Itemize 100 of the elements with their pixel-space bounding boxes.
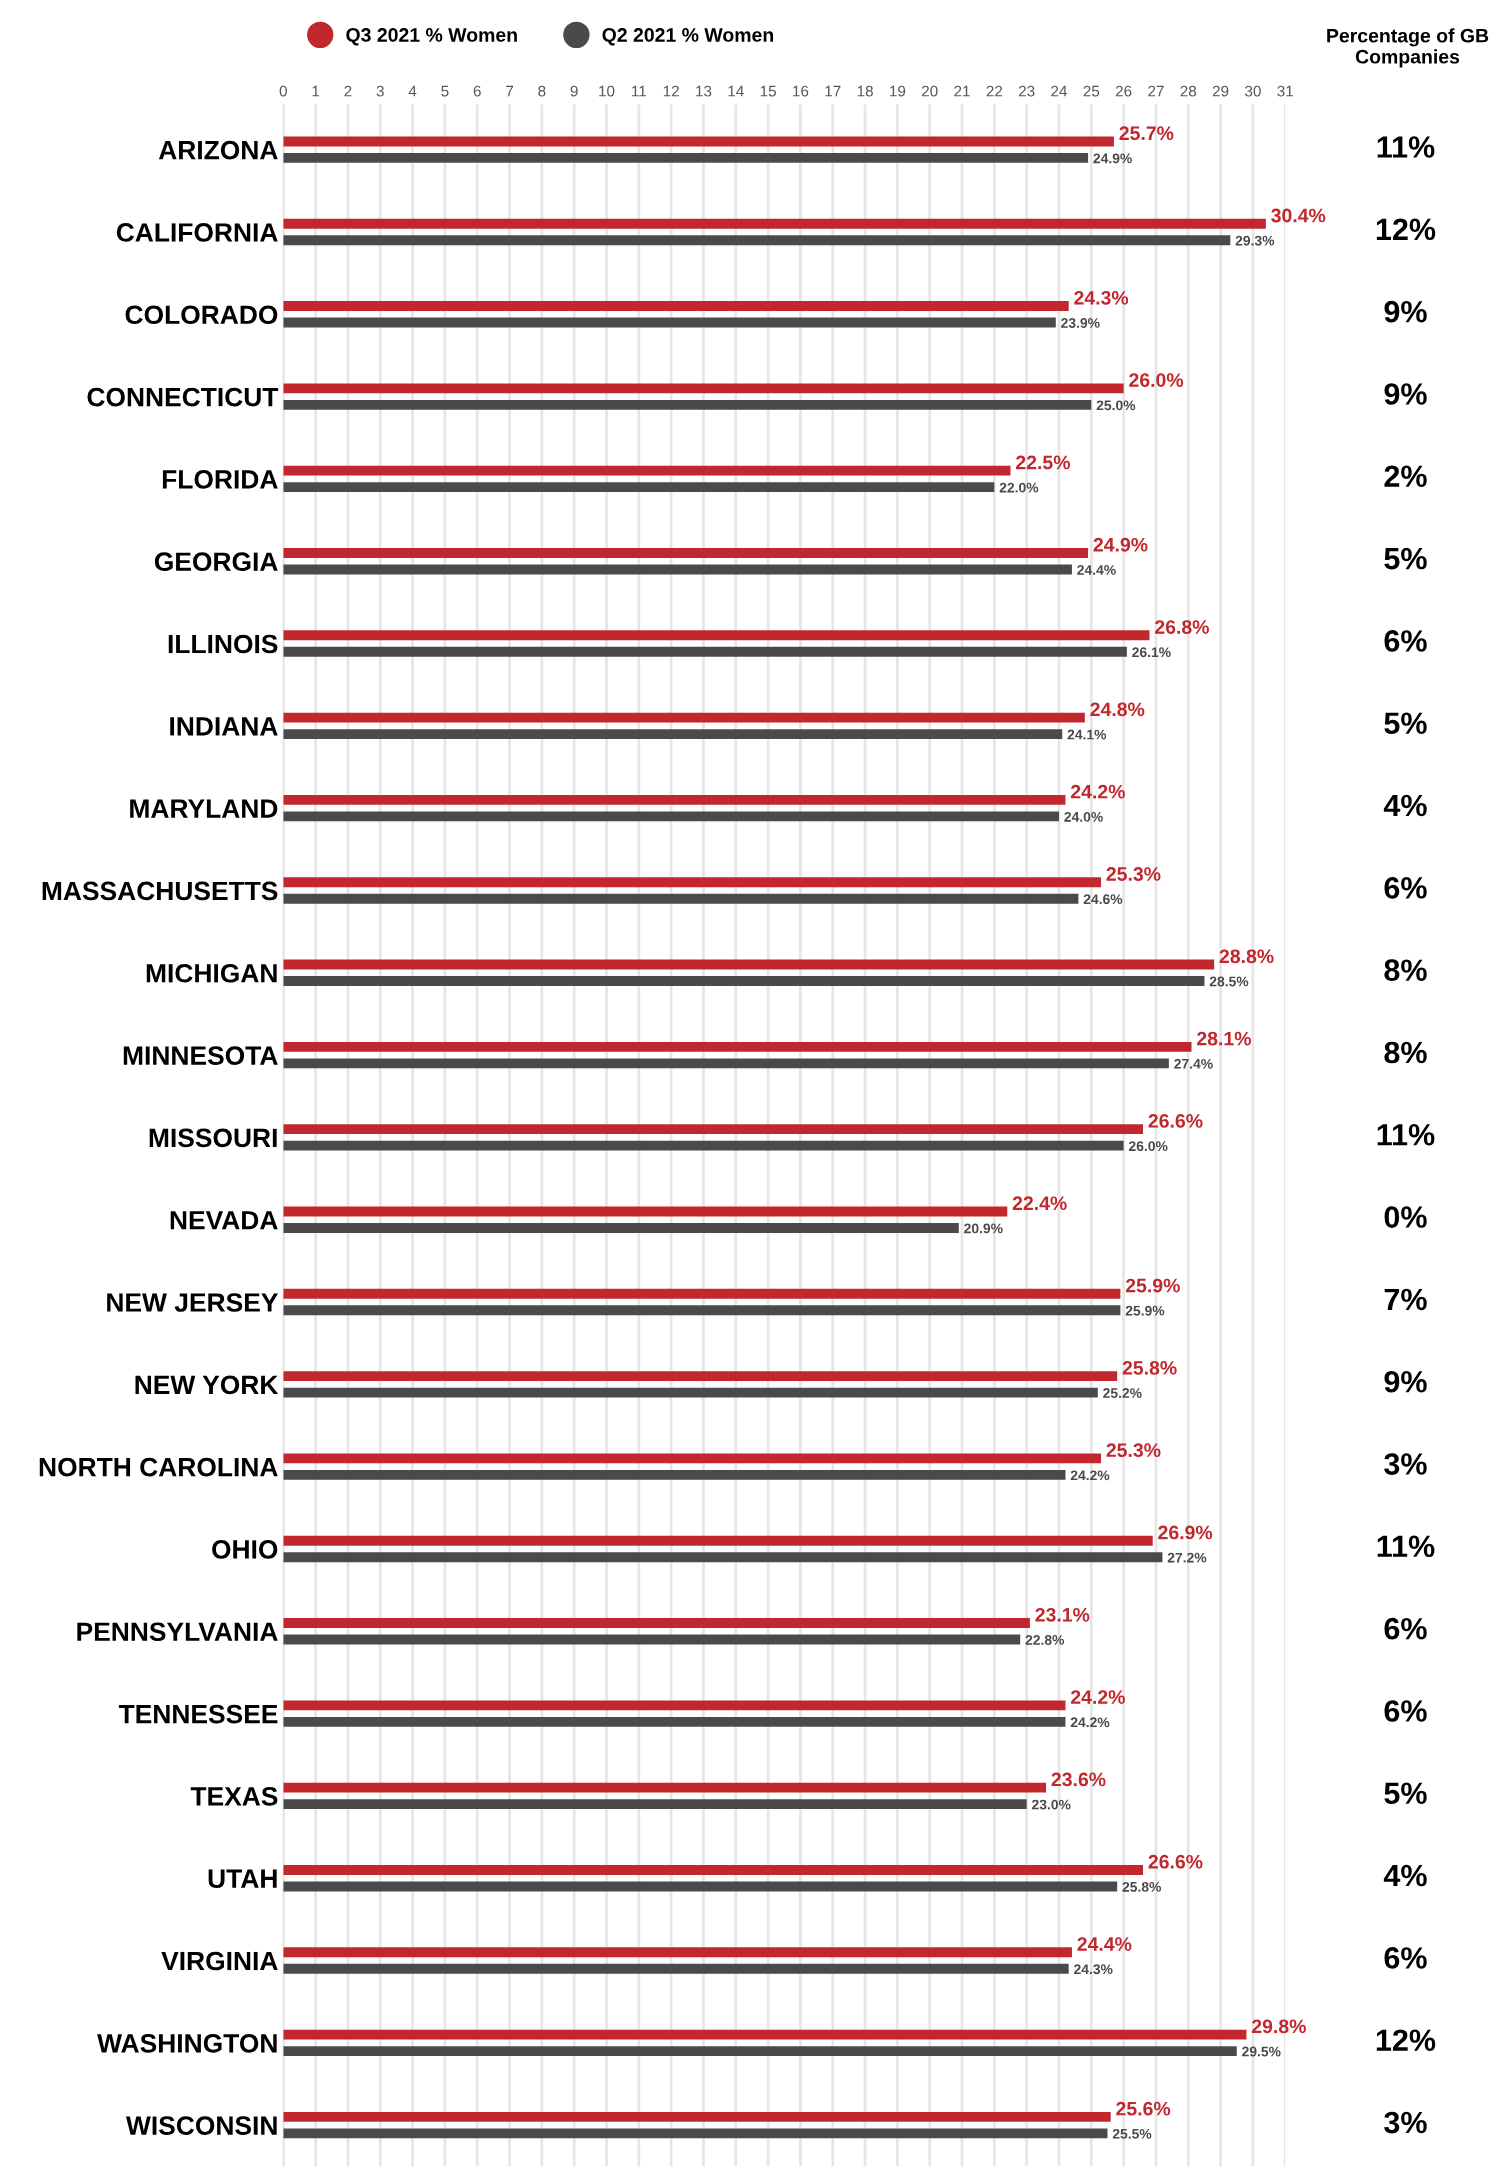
data-label: 28.8%: [1219, 949, 1274, 964]
y-tick-label: CONNECTICUT: [87, 387, 279, 407]
data-label: 23.1%: [1035, 1607, 1090, 1622]
x-tick-label: 18: [857, 85, 873, 97]
bar: [283, 1223, 959, 1233]
data-label: 26.1%: [1132, 647, 1171, 658]
data-label: 24.2%: [1070, 1690, 1125, 1704]
x-tick-label: 4: [408, 85, 417, 97]
y-tick-label: MARYLAND: [130, 799, 278, 818]
bar: [283, 1041, 1192, 1052]
data-label: 25.8%: [1122, 1360, 1177, 1375]
y-tick-label: MICHIGAN: [146, 963, 277, 983]
data-label: 24.9%: [1093, 153, 1132, 164]
y-tick-label: UTAH: [208, 1869, 277, 1889]
y-tick-label: MASSACHUSETTS: [42, 881, 278, 901]
data-label: 23.0%: [1032, 1799, 1071, 1810]
legend-label: Q2 2021 % Women: [602, 28, 774, 46]
bar: [283, 1371, 1118, 1382]
text: 3%: [1384, 2111, 1427, 2134]
y-tick-label: GEORGIA: [154, 552, 278, 572]
x-tick-label: 26: [1115, 85, 1132, 97]
data-label: 24.1%: [1067, 729, 1107, 740]
bar: [283, 1206, 1008, 1217]
x-tick-label: 19: [890, 85, 906, 97]
text: 9%: [1384, 300, 1427, 323]
y-tick-label: MISSOURI: [149, 1128, 277, 1148]
bar: [283, 1947, 1072, 1958]
y-tick-label: WASHINGTON: [97, 2033, 277, 2053]
x-tick-label: 25: [1083, 85, 1100, 97]
bar: [283, 301, 1069, 311]
data-label: 25.3%: [1106, 1443, 1161, 1458]
bar: [283, 1058, 1169, 1069]
data-label: 25.9%: [1125, 1305, 1165, 1316]
data-label: 24.4%: [1077, 565, 1116, 575]
bar: [283, 1799, 1027, 1810]
y-tick-label: OHIO: [212, 1540, 278, 1559]
data-label: 28.5%: [1209, 976, 1249, 987]
text: 6%: [1384, 630, 1427, 652]
bar: [283, 712, 1085, 723]
x-tick-label: 3: [376, 85, 384, 97]
x-tick-label: 7: [506, 85, 514, 97]
x-tick-label: 20: [921, 85, 938, 97]
y-tick-label: FLORIDA: [162, 470, 278, 489]
data-label: 26.6%: [1148, 1114, 1203, 1128]
bar: [283, 877, 1102, 888]
bar: [283, 1124, 1144, 1135]
bar: [283, 1305, 1121, 1316]
y-tick-label: PENNSYLVANIA: [77, 1622, 278, 1642]
bar: [283, 959, 1215, 970]
x-tick-label: 5: [441, 85, 449, 97]
data-label: 24.0%: [1064, 811, 1103, 822]
text: 11%: [1377, 1535, 1435, 1558]
x-tick-label: 24: [1051, 85, 1068, 97]
data-label: 23.9%: [1061, 318, 1100, 328]
bar: [283, 564, 1072, 575]
bar: [283, 1963, 1069, 1974]
text: 4%: [1383, 794, 1427, 817]
data-label: 24.3%: [1074, 290, 1129, 305]
bar: [283, 548, 1089, 558]
bar: [283, 1140, 1124, 1151]
bar: [283, 1881, 1118, 1892]
data-label: 26.9%: [1158, 1525, 1213, 1540]
x-tick-label: 16: [793, 85, 809, 97]
data-label: 28.1%: [1197, 1031, 1251, 1046]
x-tick-label: 10: [599, 85, 615, 97]
y-tick-label: WISCONSIN: [125, 2116, 277, 2135]
data-label: 20.9%: [964, 1223, 1003, 1234]
data-label: 25.9%: [1125, 1278, 1180, 1293]
x-tick-label: 15: [760, 85, 776, 97]
data-label: 22.8%: [1025, 1635, 1065, 1645]
text: 9%: [1384, 383, 1427, 405]
data-label: 26.8%: [1155, 620, 1209, 634]
bar: [283, 2111, 1111, 2122]
bar: [283, 2029, 1247, 2040]
data-label: 25.6%: [1116, 2101, 1171, 2116]
bar: [283, 482, 995, 493]
text: 12%: [1376, 2029, 1436, 2051]
data-label: 24.9%: [1093, 537, 1148, 552]
bar: [283, 317, 1056, 328]
text: 6%: [1384, 877, 1427, 899]
bar: [283, 465, 1011, 476]
x-tick-label: 29: [1212, 85, 1229, 97]
y-tick-label: NEW JERSEY: [107, 1293, 278, 1312]
x-tick-label: 17: [825, 85, 841, 97]
y-tick-label: NORTH CAROLINA: [39, 1457, 278, 1477]
data-label: 24.8%: [1090, 702, 1145, 717]
text: 0%: [1384, 1206, 1427, 1228]
x-tick-label: 23: [1018, 85, 1035, 97]
text: 6%: [1384, 1700, 1427, 1722]
y-tick-label: INDIANA: [170, 717, 278, 736]
x-tick-label: 27: [1148, 85, 1164, 97]
bar: [283, 1716, 1066, 1727]
data-label: 25.7%: [1119, 126, 1174, 141]
x-tick-label: 11: [632, 85, 647, 97]
bar: [283, 794, 1066, 805]
y-tick-label: TEXAS: [190, 1787, 278, 1806]
data-label: 22.0%: [999, 482, 1039, 493]
data-label: 25.8%: [1122, 1881, 1162, 1892]
bar: [283, 1618, 1030, 1628]
data-label: 27.4%: [1174, 1058, 1213, 1069]
